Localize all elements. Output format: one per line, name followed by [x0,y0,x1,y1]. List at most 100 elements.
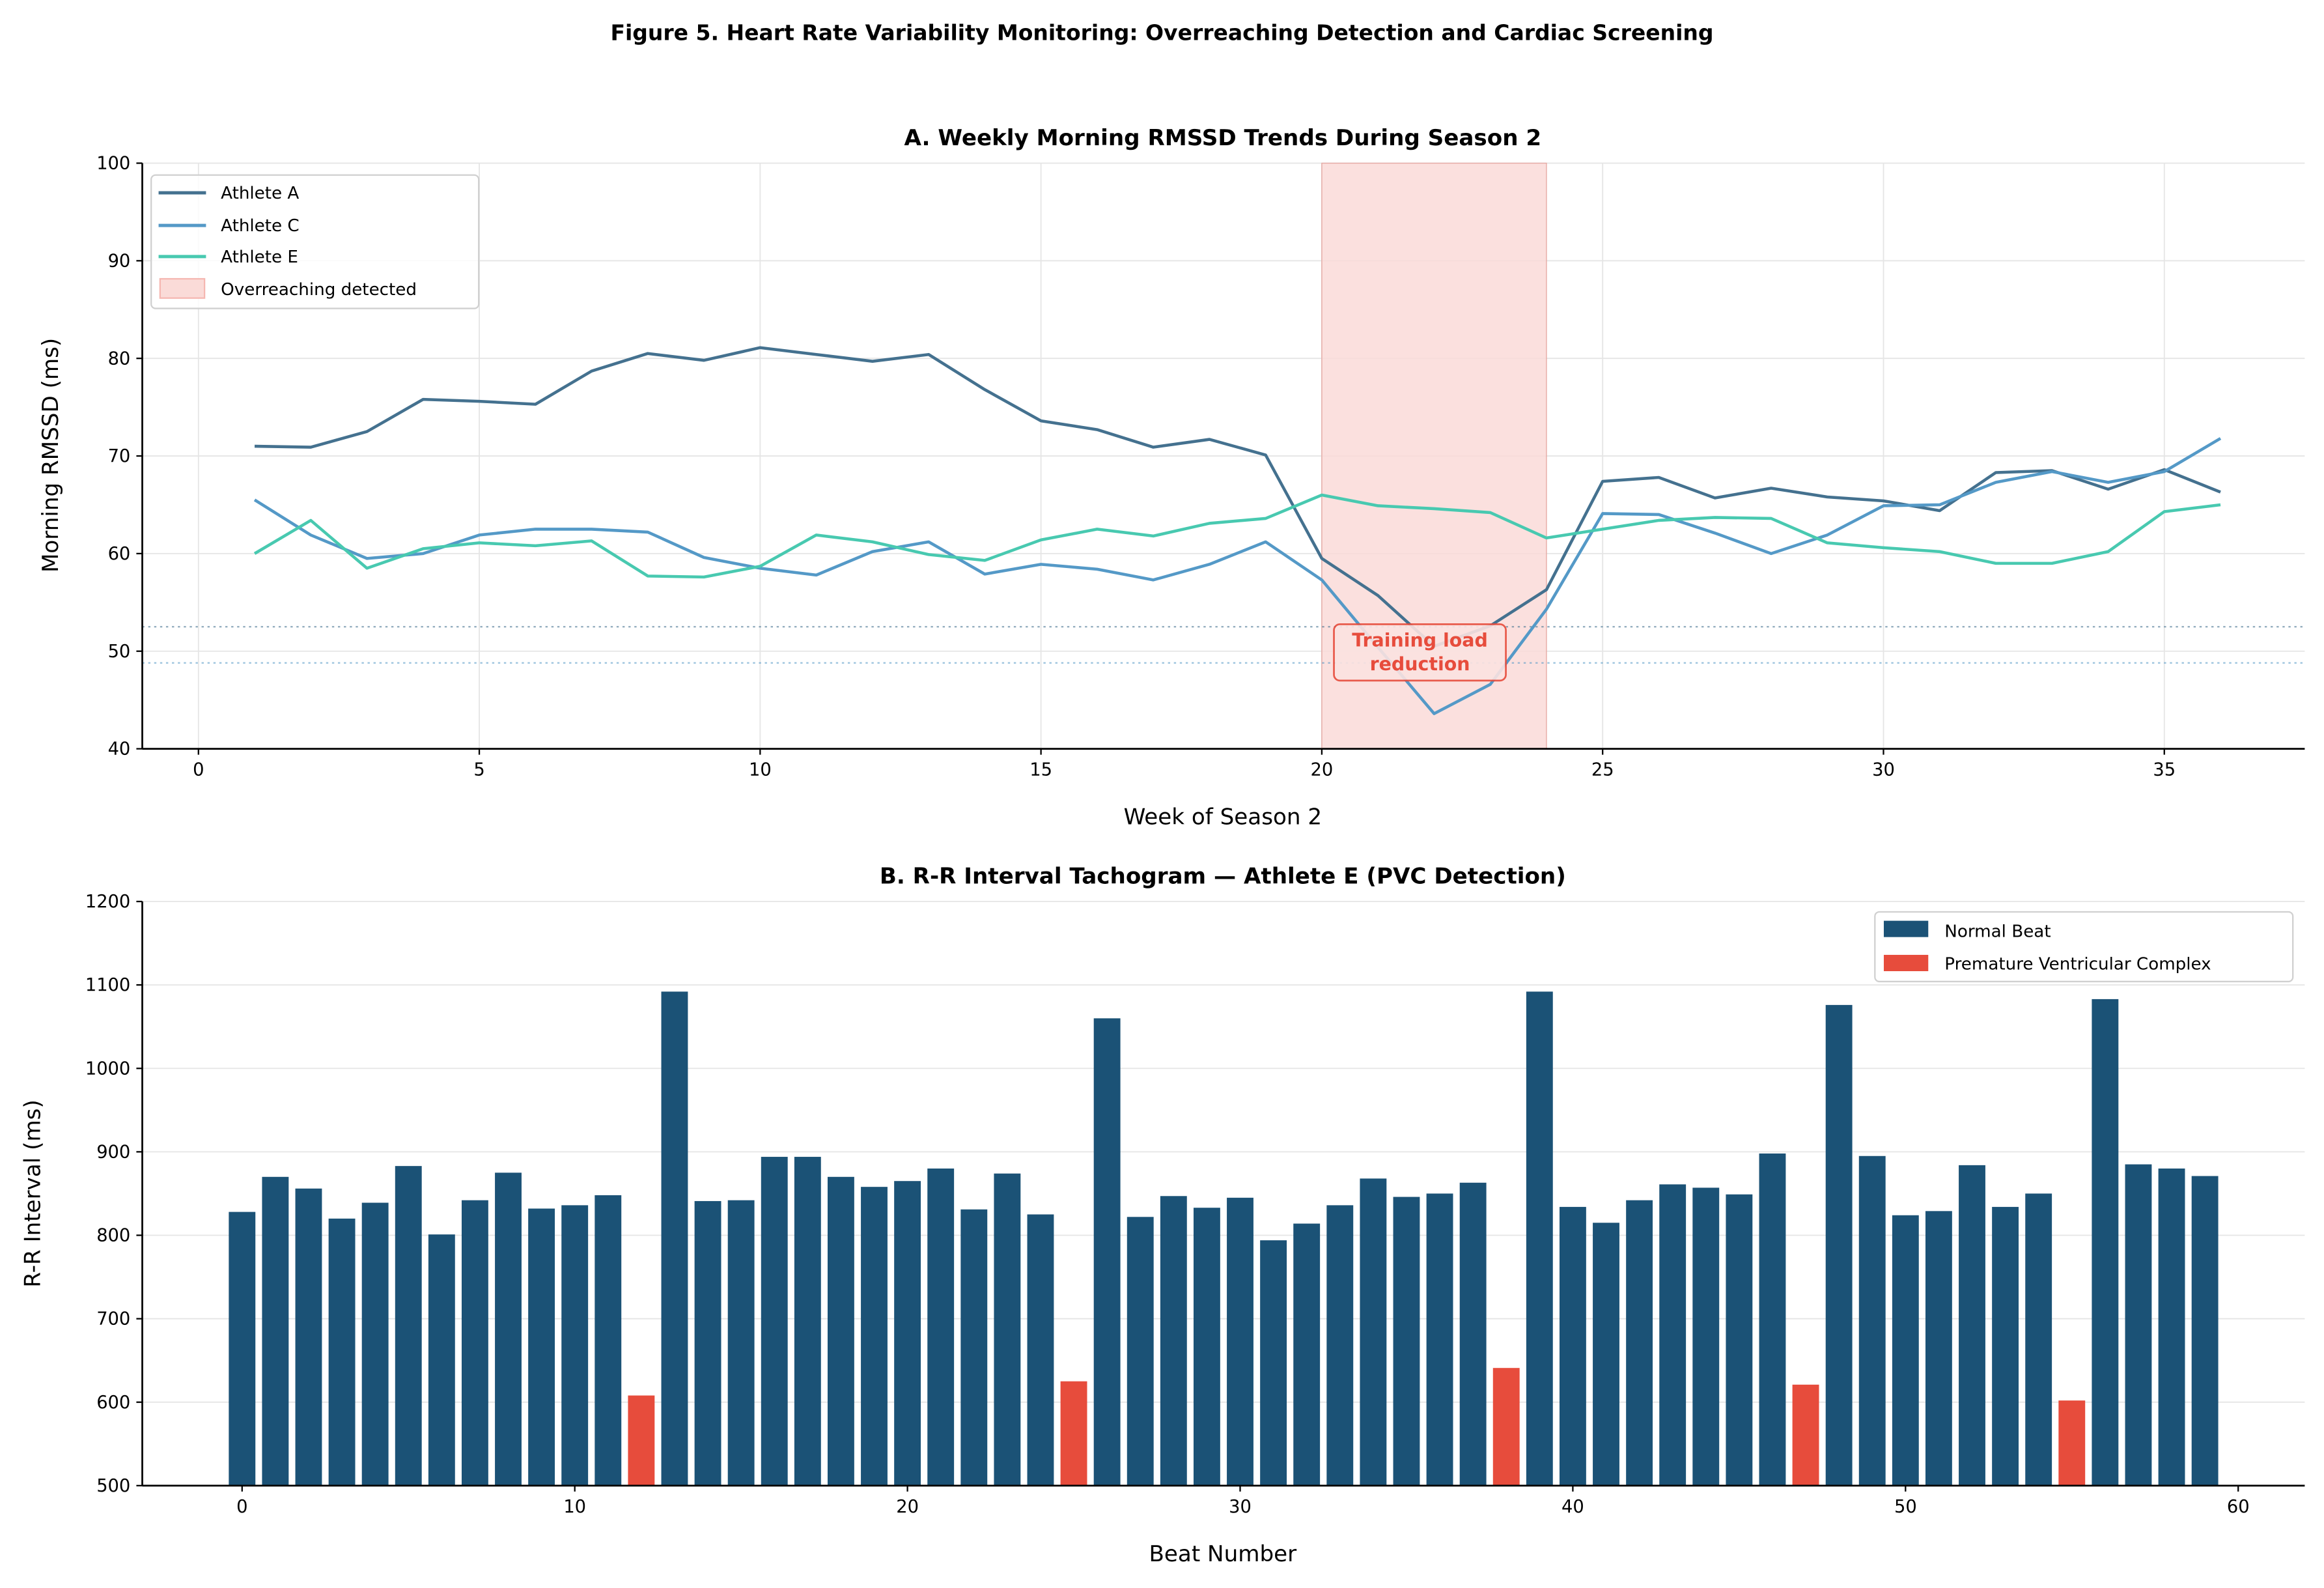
normal-beat-bar [694,1200,721,1486]
normal-beat-bar [994,1173,1021,1486]
panel-a-y-tick-label: 100 [96,154,130,174]
legend-swatch-pvc [1883,954,1929,971]
legend-box [150,174,480,309]
normal-beat-bar [1825,1004,1853,1486]
normal-beat-bar [361,1202,389,1486]
panel-b-y-tick-label: 1200 [85,892,130,912]
normal-beat-bar [1925,1211,1952,1486]
normal-beat-bar [2025,1193,2052,1486]
panel-b-title: B. R-R Interval Tachogram — Athlete E (P… [880,864,1566,890]
panel-a-grid [142,162,2305,750]
normal-beat-bar [661,991,688,1486]
normal-beat-bar [1260,1240,1287,1486]
panel-a-y-tick-label: 50 [108,642,131,662]
panel-b-y-tick-label: 600 [96,1393,130,1413]
legend-swatch-normal-beat [1883,920,1929,937]
training-load-annotation: Training load reduction [1333,623,1507,682]
pvc-bar [2058,1400,2086,1486]
normal-beat-bar [1959,1165,1985,1486]
panel-b-x-tick-label: 20 [896,1497,919,1517]
normal-beat-bar [794,1157,821,1486]
legend-label-pvc: Premature Ventricular Complex [1944,955,2211,974]
normal-beat-bar [595,1195,622,1486]
normal-beat-bar [761,1157,788,1486]
panel-a-y-tick-label: 60 [108,544,131,564]
panel-b: B. R-R Interval Tachogram — Athlete E (P… [20,864,2305,1567]
panel-a-y-tick-label: 90 [108,251,131,271]
normal-beat-bar [1692,1187,1720,1486]
normal-beat-bar [1759,1153,1786,1486]
panel-a-reference-lines [142,626,2305,664]
normal-beat-bar [2191,1176,2219,1486]
panel-b-y-tick-label: 700 [96,1309,130,1329]
legend-label-athlete-c: Athlete C [221,216,300,236]
normal-beat-bar [894,1181,921,1486]
pvc-bar [628,1395,655,1486]
panel-a-legend: Athlete A Athlete C Athlete E Overreachi… [150,174,480,309]
legend-label-overreaching: Overreaching detected [221,280,417,300]
pvc-bar [1492,1368,1520,1486]
normal-beat-bar [827,1176,854,1486]
normal-beat-bar [861,1187,888,1486]
panel-b-x-tick-label: 10 [563,1497,586,1517]
panel-b-x-tick-label: 30 [1229,1497,1252,1517]
panel-b-y-tick-label: 800 [96,1226,130,1246]
normal-beat-bar [561,1205,589,1486]
panel-b-axes: 0 10 20 30 40 50 60 500 600 700 800 900 1000 1100 1200 [85,892,2305,1517]
panel-b-y-tick-label: 500 [96,1476,130,1496]
normal-beat-bar [1093,1018,1121,1486]
normal-beat-bar [1726,1194,1753,1486]
normal-beat-bar [1526,991,1553,1486]
legend-box [1874,911,2294,983]
panel-b-xlabel: Beat Number [1149,1541,1298,1567]
legend-label-athlete-a: Athlete A [221,184,299,203]
panel-b-ylabel: R-R Interval (ms) [20,1099,46,1287]
normal-beat-bar [328,1218,356,1486]
normal-beat-bar [1892,1215,1919,1486]
normal-beat-bar [1593,1223,1619,1486]
series-line-athlete-a [254,346,2221,648]
legend-label-athlete-e: Athlete E [221,248,298,267]
normal-beat-bar [229,1212,256,1486]
panel-b-y-tick-label: 1000 [85,1058,130,1079]
normal-beat-bar [295,1188,322,1486]
normal-beat-bar [1459,1182,1487,1486]
normal-beat-bar [2158,1168,2185,1486]
normal-beat-bar [2092,999,2119,1486]
panel-a-x-tick-label: 5 [473,760,484,780]
series-line-athlete-c [253,437,2222,715]
panel-a-x-tick-label: 25 [1591,760,1614,780]
normal-beat-bar [1326,1205,1354,1486]
normal-beat-bar [1160,1196,1187,1486]
panel-b-bars [229,991,2219,1486]
panel-a-series [253,346,2222,715]
panel-a-x-tick-label: 10 [749,760,772,780]
normal-beat-bar [1227,1197,1253,1486]
annotation-box [1333,623,1507,682]
panel-b-x-tick-label: 50 [1894,1497,1917,1517]
panel-b-y-tick-label: 1100 [85,975,130,995]
normal-beat-bar [960,1209,988,1486]
normal-beat-bar [1193,1208,1220,1486]
series-line-athlete-e [253,493,2221,579]
panel-b-x-tick-label: 60 [2227,1497,2250,1517]
panel-a-x-tick-label: 30 [1872,760,1895,780]
normal-beat-bar [495,1172,522,1486]
panel-a-y-tick-label: 70 [108,446,131,466]
panel-a-title: A. Weekly Morning RMSSD Trends During Se… [904,125,1542,151]
panel-b-legend: Normal Beat Premature Ventricular Comple… [1874,911,2294,983]
normal-beat-bar [927,1168,955,1486]
normal-beat-bar [1858,1156,1886,1486]
panel-a-x-tick-label: 20 [1311,760,1334,780]
normal-beat-bar [1127,1217,1154,1486]
normal-beat-bar [1027,1214,1054,1486]
normal-beat-bar [2125,1164,2152,1486]
panel-a-xlabel: Week of Season 2 [1124,804,1323,830]
annotation-line-2: reduction [1370,653,1470,675]
panel-a-x-tick-label: 0 [193,760,204,780]
normal-beat-bar [395,1166,422,1486]
normal-beat-bar [1293,1223,1321,1486]
panel-a-y-tick-label: 40 [108,739,131,759]
